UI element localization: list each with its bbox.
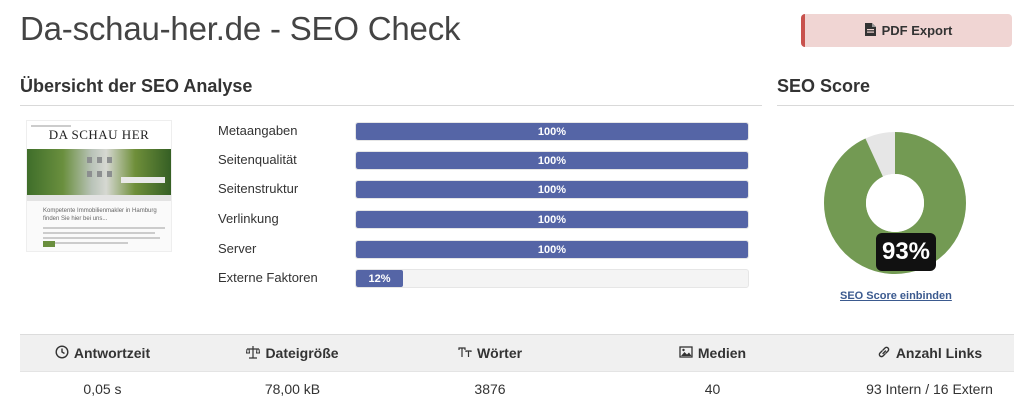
metric-label-server: Server [218, 241, 257, 256]
page-title: Da-schau-her.de - SEO Check [20, 10, 461, 47]
stats-value-medien: 40 [704, 381, 721, 397]
metric-fill: 100% [356, 123, 748, 140]
metric-bar-metaangaben: 100% [355, 122, 749, 141]
metric-fill: 100% [356, 181, 748, 198]
metric-label-externe-faktoren: Externe Faktoren [218, 270, 318, 285]
stats-table: Antwortzeit Dateigröße Wörter Medien Anz… [20, 334, 1014, 406]
stats-header-antwortzeit: Antwortzeit [20, 335, 185, 371]
metric-bar-server: 100% [355, 240, 749, 259]
stats-header-row: Antwortzeit Dateigröße Wörter Medien Anz… [20, 335, 1014, 371]
image-icon [679, 345, 693, 362]
website-thumbnail: DA SCHAU HER Kompetente Immobilienmakler… [26, 120, 172, 252]
overview-heading: Übersicht der SEO Analyse [20, 76, 253, 96]
metric-fill: 100% [356, 241, 748, 258]
stats-value-anzahl-links: 93 Intern / 16 Extern [866, 381, 993, 397]
pdf-export-label: PDF Export [881, 23, 953, 38]
thumbnail-header: DA SCHAU HER [27, 121, 171, 149]
link-icon [877, 345, 891, 362]
clock-icon [55, 344, 69, 362]
stats-header-medien: Medien [580, 335, 845, 371]
metric-fill: 100% [356, 211, 748, 228]
metric-label-verlinkung: Verlinkung [218, 211, 279, 226]
metric-bar-seitenstruktur: 100% [355, 180, 749, 199]
stats-value-dateigroesse: 78,00 kB [264, 381, 321, 397]
score-divider [777, 105, 1014, 106]
embed-score-link[interactable]: SEO Score einbinden [840, 290, 952, 302]
donut-hole [866, 174, 924, 232]
metric-label-seitenqualitaet: Seitenqualität [218, 152, 297, 167]
stats-header-anzahl-links: Anzahl Links [845, 335, 1014, 371]
stats-value-row: 0,05 s 78,00 kB 3876 40 93 Intern / 16 E… [20, 371, 1014, 406]
stats-header-dateigroesse: Dateigröße [185, 335, 400, 371]
file-pdf-icon [864, 22, 876, 39]
stats-header-woerter: Wörter [400, 335, 580, 371]
metric-label-metaangaben: Metaangaben [218, 123, 298, 138]
thumbnail-teaser: Kompetente Immobilienmakler in Hamburg f… [43, 208, 157, 222]
thumbnail-masthead: DA SCHAU HER [48, 127, 150, 142]
stats-value-antwortzeit: 0,05 s [83, 381, 122, 397]
overview-divider [20, 105, 762, 106]
metric-bar-verlinkung: 100% [355, 210, 749, 229]
metric-fill: 100% [356, 152, 748, 169]
text-size-icon [458, 345, 472, 362]
thumbnail-photo [27, 149, 171, 195]
score-heading: SEO Score [777, 76, 871, 96]
metric-fill: 12% [356, 270, 404, 287]
metric-bar-seitenqualitaet: 100% [355, 151, 749, 170]
seo-score-badge: 93% [876, 233, 936, 271]
pdf-export-button[interactable]: PDF Export [801, 14, 1012, 47]
metric-label-seitenstruktur: Seitenstruktur [218, 181, 299, 196]
scale-icon [246, 345, 261, 362]
stats-value-woerter: 3876 [474, 381, 506, 397]
metric-bar-externe-faktoren: 12% [355, 269, 749, 288]
